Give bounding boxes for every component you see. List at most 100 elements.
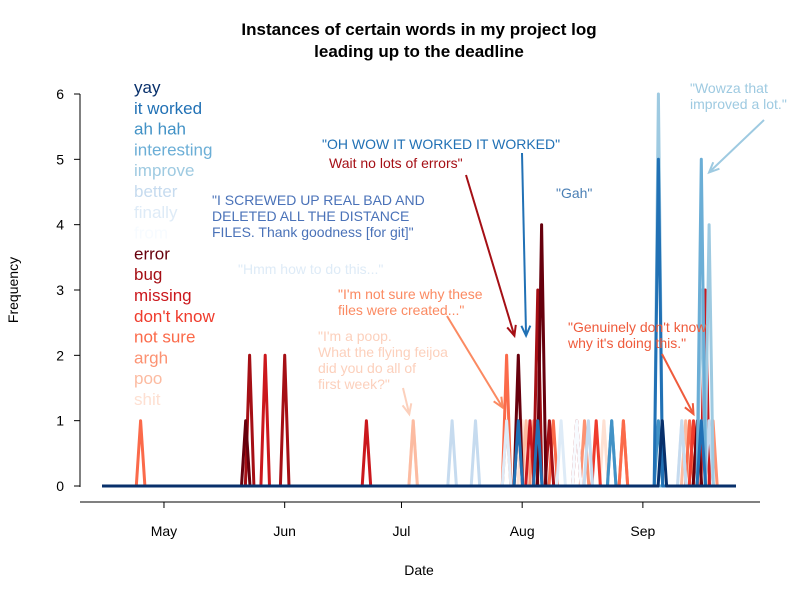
legend-entry-bug: bug — [134, 265, 162, 284]
data-point-better — [474, 419, 477, 422]
data-point-it-worked — [517, 419, 520, 422]
legend-entry-error: error — [134, 244, 170, 263]
data-point-improve — [708, 223, 710, 226]
annotation-arrowhead — [493, 396, 504, 410]
y-tick-label: 2 — [56, 347, 64, 363]
data-point-not-sure — [688, 419, 691, 422]
legend-entry-poo: poo — [134, 369, 162, 388]
legend-entry-ah-hah: ah hah — [134, 120, 186, 139]
legend-entry-interesting: interesting — [134, 140, 212, 159]
series-line-finally — [102, 419, 736, 488]
legend-entry-missing: missing — [134, 286, 192, 305]
annotation-arrowhead — [520, 325, 532, 339]
legend-entry-not-sure: not sure — [134, 328, 195, 347]
data-point-shit — [603, 419, 605, 422]
x-tick-label: Jul — [393, 523, 411, 539]
chart-title-line: Instances of certain words in my project… — [241, 20, 596, 39]
data-point-error — [517, 354, 520, 357]
x-tick-label: May — [151, 523, 177, 539]
legend-entry-better: better — [134, 182, 178, 201]
legend-entry-argh: argh — [134, 348, 168, 367]
legend-entry-from: from — [134, 224, 168, 243]
y-ticks: 0 1 2 3 4 5 6 — [56, 86, 80, 494]
data-point-finally — [560, 419, 562, 422]
data-point-not-sure — [505, 354, 508, 357]
chart-title-line: leading up to the deadline — [314, 42, 524, 61]
data-point-not-sure — [622, 419, 625, 422]
annotation-arrow — [446, 315, 504, 409]
data-point-missing — [529, 419, 531, 422]
x-tick-label: Sep — [630, 523, 655, 539]
data-point-poo — [684, 419, 687, 422]
x-ticks: May Jun Jul Aug Sep — [151, 502, 656, 539]
data-point-it-worked — [700, 419, 703, 422]
series-line-argh — [102, 419, 736, 488]
annotation-text: "Genuinely don't know why it's doing this… — [567, 319, 707, 351]
y-tick-label: 4 — [56, 217, 64, 233]
data-point-not-sure — [139, 419, 142, 422]
x-tick-label: Aug — [510, 523, 535, 539]
annotation-text: "Gah" — [556, 185, 592, 201]
legend-entry-improve: improve — [134, 161, 194, 180]
data-point-bug — [548, 419, 551, 422]
data-point-better — [587, 419, 590, 422]
data-point-improve — [657, 93, 660, 95]
series-lines — [102, 92, 736, 488]
data-point-ah-hah — [657, 419, 660, 422]
annotation-text: "I'm a poop. What the flying feijoa did yo… — [318, 328, 448, 392]
series-line-ah-hah — [102, 419, 736, 488]
data-point-not-sure — [552, 419, 555, 422]
data-point-poo — [412, 419, 415, 422]
annotation-text: "OH WOW IT WORKED IT WORKED" — [322, 136, 560, 152]
annotation-arrow — [661, 353, 695, 415]
y-tick-label: 3 — [56, 282, 64, 298]
data-point-better — [681, 419, 683, 422]
data-point-bug — [283, 354, 286, 357]
annotations: "OH WOW IT WORKED IT WORKED" Wait no lots… — [212, 80, 787, 417]
data-point-don-t-know — [692, 419, 695, 422]
annotation-arrowhead — [401, 403, 413, 417]
data-point-from — [575, 419, 578, 422]
annotation-text: "I SCREWED UP REAL BAD AND DELETED ALL TH… — [212, 192, 425, 240]
data-point-it-worked — [657, 158, 660, 161]
annotation-arrowhead — [684, 403, 695, 417]
y-tick-label: 1 — [56, 413, 64, 429]
data-point-better — [708, 419, 710, 422]
data-point-missing — [264, 354, 267, 357]
data-point-error — [540, 223, 543, 226]
y-tick-label: 0 — [56, 478, 64, 494]
series-line-from — [102, 419, 736, 488]
annotation-arrow — [465, 174, 516, 337]
series-line-shit — [102, 419, 736, 488]
legend-entry-it-worked: it worked — [134, 99, 202, 118]
legend-entry-yay: yay — [134, 78, 161, 97]
data-point-better — [451, 419, 453, 422]
annotation-arrow — [708, 119, 765, 174]
data-point-yay — [661, 419, 664, 422]
data-point-bug — [248, 354, 251, 357]
data-point-poo — [525, 419, 527, 422]
annotation-arrow — [521, 152, 528, 336]
data-point-ah-hah — [610, 419, 613, 422]
legend-entry-shit: shit — [134, 390, 161, 409]
series-line-don-t-know — [102, 419, 736, 488]
data-point-argh — [583, 419, 586, 422]
series-line-poo — [102, 419, 736, 488]
data-point-error — [244, 419, 247, 422]
y-tick-label: 5 — [56, 151, 64, 167]
data-point-interesting — [700, 158, 703, 161]
legend-entry-finally: finally — [134, 203, 178, 222]
annotation-arrow — [402, 387, 411, 415]
x-axis-label: Date — [404, 562, 434, 578]
annotation-text: "I'm not sure why these files were create… — [338, 286, 483, 318]
annotation-text: "Hmm how to do this..." — [238, 261, 383, 277]
y-axis-label: Frequency — [5, 257, 21, 323]
chart-title: Instances of certain words in my project… — [241, 20, 596, 61]
annotation-arrowhead — [707, 161, 720, 175]
annotation-text: "Wowza that improved a lot." — [690, 80, 787, 112]
series-line-not-sure — [102, 353, 736, 488]
data-point-finally — [505, 419, 508, 422]
data-point-missing — [704, 289, 706, 291]
